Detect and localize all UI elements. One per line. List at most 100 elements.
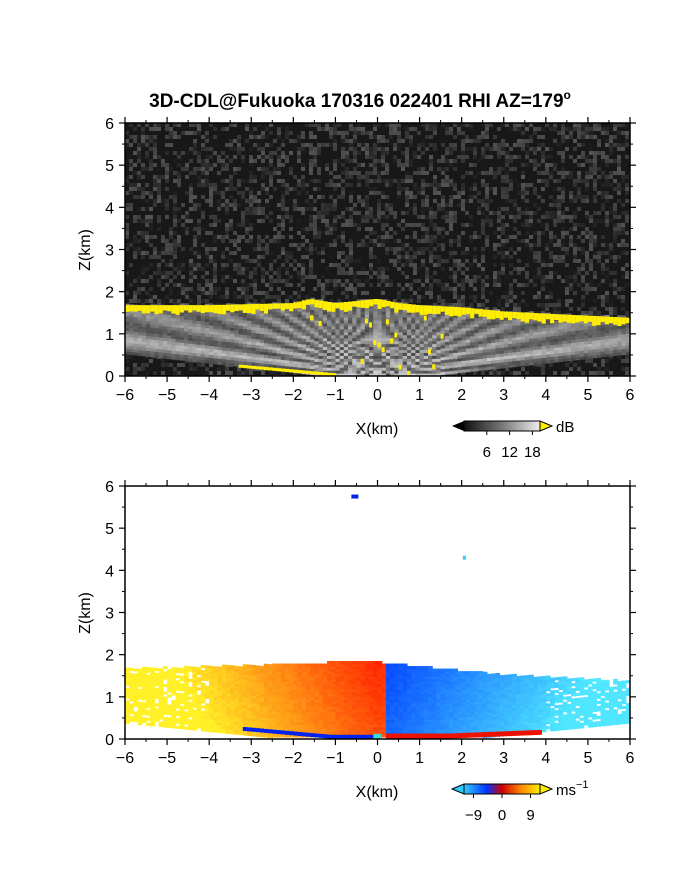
reflectivity-cell [289, 342, 294, 347]
noise-cell [473, 135, 477, 139]
reflectivity-saturated-cell [234, 304, 240, 312]
noise-cell [141, 279, 145, 283]
noise-cell [413, 195, 417, 199]
noise-cell [333, 139, 337, 143]
reflectivity-cell [369, 358, 374, 362]
noise-cell [405, 131, 409, 135]
noise-cell [433, 187, 437, 191]
reflectivity-cell [162, 319, 168, 324]
noise-cell [217, 159, 221, 163]
noise-cell [397, 131, 401, 135]
reflectivity-cell [183, 330, 189, 335]
noise-cell [281, 143, 285, 147]
noise-cell [469, 295, 473, 299]
noise-cell [145, 167, 149, 171]
noise-cell [401, 287, 405, 291]
noise-cell [573, 247, 577, 251]
reflectivity-cell [242, 337, 248, 341]
reflectivity-saturated-cell [305, 299, 311, 305]
noise-cell [405, 187, 409, 191]
reflectivity-cell [192, 343, 198, 348]
noise-cell [605, 291, 609, 295]
noise-cell [349, 199, 353, 203]
noise-cell [249, 187, 253, 191]
noise-cell [477, 211, 481, 215]
noise-cell [461, 143, 465, 147]
noise-cell [465, 171, 469, 175]
reflectivity-cell [167, 320, 172, 324]
noise-cell [585, 231, 589, 235]
noise-cell [241, 211, 245, 215]
reflectivity-cell [310, 362, 315, 367]
reflectivity-cell [310, 303, 315, 308]
noise-cell [505, 299, 509, 303]
noise-cell [401, 263, 405, 267]
noise-cell [441, 195, 445, 199]
noise-cell [341, 155, 345, 159]
reflectivity-cell [263, 316, 269, 320]
reflectivity-cell [339, 316, 345, 321]
noise-cell [273, 171, 277, 175]
noise-cell [601, 235, 605, 239]
noise-cell [513, 295, 517, 299]
noise-cell [249, 371, 253, 375]
noise-cell [377, 135, 381, 139]
noise-cell [549, 239, 553, 243]
noise-cell [153, 251, 157, 255]
reflectivity-cell [310, 344, 315, 349]
reflectivity-cell [284, 339, 290, 343]
noise-cell [125, 227, 129, 231]
noise-cell [589, 127, 593, 131]
noise-cell [281, 199, 285, 203]
reflectivity-cell [364, 328, 370, 333]
noise-cell [565, 135, 569, 139]
noise-cell [313, 147, 317, 151]
reflectivity-cell [200, 341, 206, 346]
reflectivity-saturated-cell [162, 305, 168, 311]
noise-cell [441, 199, 445, 203]
noise-cell [141, 267, 145, 271]
reflectivity-cell [331, 364, 337, 368]
reflectivity-cell [213, 337, 219, 341]
noise-cell [521, 299, 525, 303]
noise-cell [161, 371, 165, 375]
noise-cell [309, 291, 313, 295]
noise-cell [217, 207, 221, 211]
noise-cell [249, 259, 253, 263]
noise-cell [449, 239, 453, 243]
noise-cell [173, 151, 177, 155]
reflectivity-cell [364, 355, 370, 359]
reflectivity-cell [327, 322, 332, 327]
reflectivity-cell [280, 312, 286, 316]
reflectivity-cell [343, 343, 349, 348]
noise-cell [625, 263, 629, 267]
noise-cell [581, 267, 585, 271]
noise-cell [461, 303, 465, 307]
noise-cell [301, 207, 305, 211]
noise-cell [433, 127, 437, 131]
noise-cell [305, 143, 309, 147]
noise-cell [497, 303, 501, 307]
noise-cell [281, 263, 285, 267]
reflectivity-cell [335, 349, 341, 353]
noise-cell [313, 235, 317, 239]
noise-cell [429, 183, 433, 187]
noise-cell [213, 183, 217, 187]
noise-cell [617, 155, 621, 159]
reflectivity-saturated-cell [318, 320, 322, 326]
reflectivity-cell [179, 315, 185, 320]
noise-cell [189, 195, 193, 199]
reflectivity-cell [217, 334, 223, 339]
reflectivity-cell [137, 337, 143, 342]
reflectivity-cell [352, 328, 358, 333]
noise-cell [509, 187, 513, 191]
noise-cell [601, 207, 605, 211]
noise-cell [141, 367, 145, 371]
noise-cell [537, 271, 541, 275]
noise-cell [313, 215, 317, 219]
noise-cell [317, 251, 321, 255]
noise-cell [561, 187, 565, 191]
noise-cell [453, 219, 457, 223]
noise-cell [473, 275, 477, 279]
noise-cell [601, 171, 605, 175]
